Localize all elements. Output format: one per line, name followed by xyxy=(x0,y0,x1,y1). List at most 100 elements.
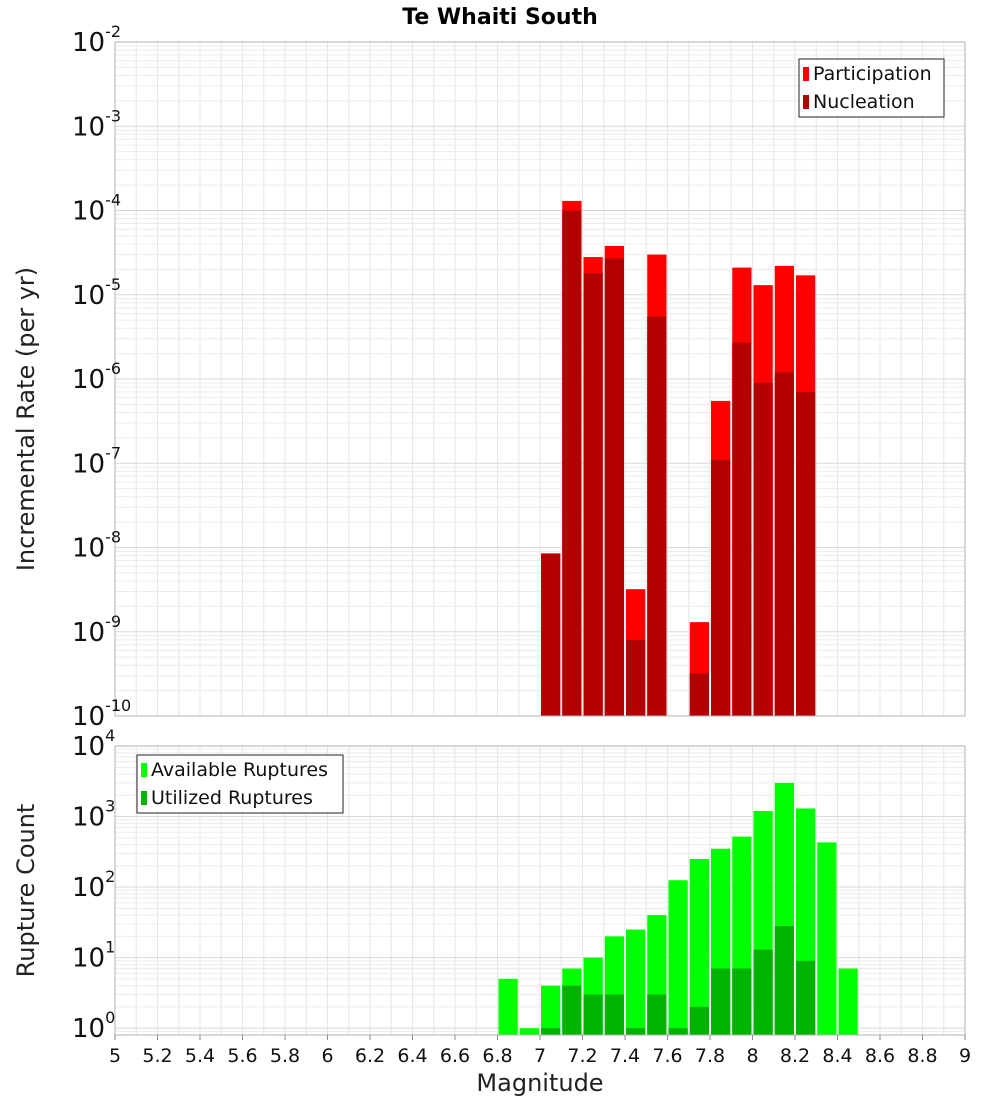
bar-nucleation xyxy=(583,273,603,716)
y-tick-exponent: -7 xyxy=(105,443,121,462)
bar-available-ruptures xyxy=(626,929,646,1035)
bar-utilized-ruptures xyxy=(732,968,752,1035)
count-y-axis-label: Rupture Count xyxy=(12,804,40,978)
count-legend: Available Ruptures Utilized Ruptures xyxy=(136,754,344,814)
x-tick-label: 5.4 xyxy=(185,1045,215,1067)
legend-entry: Utilized Ruptures xyxy=(151,787,313,809)
y-tick-label: 104 xyxy=(72,726,115,762)
x-tick-label: 6.8 xyxy=(482,1045,512,1067)
y-tick-label: 10-7 xyxy=(72,443,121,479)
x-ticks: 5 5.2 5.4 5.6 5.8 6 6.2 6.4 6.6 6.8 7 7.2 7.4 7.6 7.8 8… xyxy=(109,1035,971,1067)
y-tick-label: 10-6 xyxy=(72,359,121,395)
bar-nucleation xyxy=(774,372,794,716)
bar-available-ruptures xyxy=(541,985,561,1035)
bar-utilized-ruptures xyxy=(541,1028,561,1035)
bar-utilized-ruptures xyxy=(647,994,667,1035)
x-tick-label: 8.8 xyxy=(907,1045,937,1067)
bar-utilized-ruptures xyxy=(711,968,731,1035)
x-tick-label: 5.8 xyxy=(270,1045,300,1067)
bar-utilized-ruptures xyxy=(583,994,603,1035)
x-tick-label: 8.6 xyxy=(865,1045,895,1067)
legend-swatch xyxy=(803,67,809,81)
bar-utilized-ruptures xyxy=(796,960,816,1035)
y-tick-base: 10 xyxy=(72,197,105,227)
bar-utilized-ruptures xyxy=(774,926,794,1035)
y-tick-base: 10 xyxy=(72,28,105,58)
y-tick-base: 10 xyxy=(72,873,105,903)
bar-nucleation xyxy=(647,316,667,716)
bar-nucleation xyxy=(562,210,582,716)
rate-plot-frame xyxy=(114,41,966,717)
legend-entry: Participation xyxy=(813,63,932,85)
rate-legend: Participation Nucleation xyxy=(798,58,945,118)
y-tick-label: 10-5 xyxy=(72,275,121,311)
legend-entry: Nucleation xyxy=(813,91,915,113)
bar-nucleation xyxy=(541,553,561,716)
x-tick-label: 7.6 xyxy=(652,1045,682,1067)
x-tick-label: 6.4 xyxy=(397,1045,427,1067)
rate-bars xyxy=(541,200,816,716)
y-tick-base: 10 xyxy=(72,112,105,142)
y-tick-exponent: -5 xyxy=(105,275,121,294)
bar-nucleation xyxy=(753,382,773,716)
bar-available-ruptures xyxy=(689,859,709,1035)
y-tick-label: 10-9 xyxy=(72,612,121,648)
y-tick-base: 10 xyxy=(72,803,105,833)
y-tick-exponent: -6 xyxy=(105,359,121,378)
bar-available-ruptures xyxy=(668,880,688,1035)
count-bars xyxy=(498,782,858,1035)
y-tick-label: 10-10 xyxy=(72,696,131,732)
y-tick-label: 101 xyxy=(72,938,115,974)
y-tick-exponent: -8 xyxy=(105,528,121,547)
bar-utilized-ruptures xyxy=(626,1028,646,1035)
y-tick-exponent: 2 xyxy=(105,867,115,886)
y-tick-exponent: -4 xyxy=(105,191,121,210)
bar-nucleation xyxy=(689,673,709,716)
y-tick-exponent: 1 xyxy=(105,938,115,957)
legend-box xyxy=(798,58,945,118)
chart-title: Te Whaiti South xyxy=(402,5,598,30)
bar-nucleation xyxy=(711,459,731,716)
bar-utilized-ruptures xyxy=(753,949,773,1035)
y-tick-base: 10 xyxy=(72,365,105,395)
x-tick-label: 7.2 xyxy=(567,1045,597,1067)
bar-available-ruptures xyxy=(519,1028,539,1035)
x-tick-label: 7 xyxy=(534,1045,546,1067)
x-tick-label: 5.2 xyxy=(142,1045,172,1067)
bar-utilized-ruptures xyxy=(562,985,582,1035)
y-tick-base: 10 xyxy=(72,702,105,732)
x-tick-label: 5 xyxy=(109,1045,121,1067)
rate-y-axis-label: Incremental Rate (per yr) xyxy=(12,267,40,571)
x-tick-label: 7.8 xyxy=(695,1045,725,1067)
y-tick-exponent: -2 xyxy=(105,22,121,41)
x-tick-label: 8.4 xyxy=(822,1045,852,1067)
bar-nucleation xyxy=(626,639,646,716)
x-tick-label: 9 xyxy=(959,1045,971,1067)
legend-swatch xyxy=(141,791,147,805)
bar-available-ruptures xyxy=(817,842,837,1035)
bar-nucleation xyxy=(604,258,624,716)
x-tick-label: 8.2 xyxy=(780,1045,810,1067)
legend-box xyxy=(136,754,344,814)
bar-available-ruptures xyxy=(838,968,858,1035)
y-tick-label: 10-2 xyxy=(72,22,121,58)
x-tick-label: 6 xyxy=(321,1045,333,1067)
x-tick-label: 5.6 xyxy=(227,1045,257,1067)
bar-utilized-ruptures xyxy=(668,1028,688,1035)
y-tick-label: 10-3 xyxy=(72,106,121,142)
y-tick-exponent: -9 xyxy=(105,612,121,631)
bar-nucleation xyxy=(732,342,752,716)
x-tick-label: 7.4 xyxy=(610,1045,640,1067)
y-tick-base: 10 xyxy=(72,944,105,974)
legend-entry: Available Ruptures xyxy=(151,759,328,781)
x-tick-label: 6.6 xyxy=(440,1045,470,1067)
legend-swatch xyxy=(803,95,809,109)
y-tick-label: 10-8 xyxy=(72,528,121,564)
y-tick-exponent: 3 xyxy=(105,797,115,816)
y-tick-label: 10-4 xyxy=(72,191,121,227)
